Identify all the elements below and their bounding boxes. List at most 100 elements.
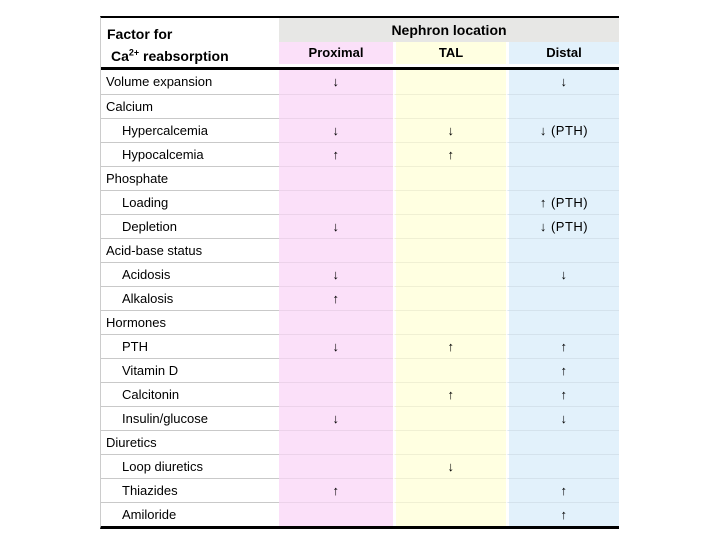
proximal-cell — [279, 382, 393, 406]
proximal-cell: ↓ — [279, 334, 393, 358]
row-label: Volume expansion — [101, 70, 279, 94]
proximal-cell — [279, 430, 393, 454]
table-row: Vitamin D ↑ — [101, 358, 619, 382]
table-row: Volume expansion ↓ ↓ — [101, 70, 619, 94]
row-label: Loading — [101, 190, 279, 214]
proximal-cell: ↑ — [279, 142, 393, 166]
factor-header-cell: Factor for Ca2+ reabsorption — [101, 18, 279, 67]
distal-cell — [506, 142, 619, 166]
factor-header-line2: Ca2+ reabsorption — [107, 45, 279, 67]
tal-cell — [393, 214, 506, 238]
table-rows: Volume expansion ↓ ↓ Calcium Hypercalcemia ↓ ↓… — [101, 70, 619, 526]
tal-cell — [393, 310, 506, 334]
distal-cell — [506, 454, 619, 478]
distal-cell: ↓ (PTH) — [506, 118, 619, 142]
proximal-cell — [279, 454, 393, 478]
distal-cell — [506, 166, 619, 190]
distal-cell — [506, 430, 619, 454]
row-label: Diuretics — [101, 430, 279, 454]
factor-reabsorption-text: reabsorption — [139, 48, 229, 64]
table-row: Amiloride ↑ — [101, 502, 619, 526]
proximal-cell — [279, 502, 393, 526]
factor-superscript: 2+ — [128, 47, 140, 58]
distal-cell: ↑ — [506, 478, 619, 502]
tal-cell — [393, 190, 506, 214]
row-label: Hypocalcemia — [101, 142, 279, 166]
tal-cell — [393, 94, 506, 118]
proximal-cell — [279, 358, 393, 382]
distal-cell: ↓ — [506, 262, 619, 286]
row-label: Acid-base status — [101, 238, 279, 262]
row-label: Vitamin D — [101, 358, 279, 382]
tal-cell — [393, 70, 506, 94]
row-label: Hypercalcemia — [101, 118, 279, 142]
tal-cell — [393, 262, 506, 286]
column-header-distal: Distal — [506, 42, 619, 64]
distal-cell — [506, 310, 619, 334]
tal-cell: ↑ — [393, 382, 506, 406]
column-header-proximal: Proximal — [279, 42, 393, 64]
row-label: Phosphate — [101, 166, 279, 190]
nephron-location-header: Nephron location — [279, 18, 619, 42]
proximal-cell: ↓ — [279, 118, 393, 142]
table-row: Calcium — [101, 94, 619, 118]
row-label: Calcium — [101, 94, 279, 118]
distal-cell: ↑ — [506, 502, 619, 526]
calcium-reabsorption-table: Factor for Ca2+ reabsorption Nephron loc… — [100, 16, 619, 529]
table-row: Loop diuretics ↓ — [101, 454, 619, 478]
tal-cell — [393, 406, 506, 430]
distal-cell — [506, 238, 619, 262]
table-row: Calcitonin ↑ ↑ — [101, 382, 619, 406]
factor-header-line1: Factor for — [107, 26, 173, 42]
table-row: Alkalosis ↑ — [101, 286, 619, 310]
row-label: Depletion — [101, 214, 279, 238]
table-header: Factor for Ca2+ reabsorption Nephron loc… — [101, 18, 619, 70]
distal-cell: ↑ — [506, 358, 619, 382]
distal-cell: ↓ (PTH) — [506, 214, 619, 238]
tal-cell — [393, 166, 506, 190]
tal-cell: ↓ — [393, 454, 506, 478]
distal-cell: ↑ — [506, 334, 619, 358]
column-header-tal: TAL — [393, 42, 506, 64]
tal-cell — [393, 478, 506, 502]
proximal-cell: ↓ — [279, 214, 393, 238]
table-row: PTH ↓ ↑ ↑ — [101, 334, 619, 358]
table-row: Hypocalcemia ↑ ↑ — [101, 142, 619, 166]
proximal-cell — [279, 166, 393, 190]
tal-cell — [393, 430, 506, 454]
distal-cell — [506, 286, 619, 310]
proximal-cell: ↓ — [279, 406, 393, 430]
tal-cell: ↑ — [393, 334, 506, 358]
tal-cell — [393, 358, 506, 382]
table-row: Depletion ↓ ↓ (PTH) — [101, 214, 619, 238]
table-row: Diuretics — [101, 430, 619, 454]
location-header-group: Nephron location Proximal TAL Distal — [279, 18, 619, 67]
row-label: Alkalosis — [101, 286, 279, 310]
proximal-cell: ↑ — [279, 478, 393, 502]
tal-cell: ↓ — [393, 118, 506, 142]
row-label: Loop diuretics — [101, 454, 279, 478]
row-label: Insulin/glucose — [101, 406, 279, 430]
proximal-cell: ↓ — [279, 262, 393, 286]
row-label: Thiazides — [101, 478, 279, 502]
distal-cell: ↓ — [506, 406, 619, 430]
row-label: Amiloride — [101, 502, 279, 526]
proximal-cell — [279, 310, 393, 334]
distal-cell: ↑ (PTH) — [506, 190, 619, 214]
row-label: Hormones — [101, 310, 279, 334]
tal-cell: ↑ — [393, 142, 506, 166]
table-row: Acid-base status — [101, 238, 619, 262]
table-row: Hypercalcemia ↓ ↓ ↓ (PTH) — [101, 118, 619, 142]
proximal-cell — [279, 238, 393, 262]
table-row: Thiazides ↑ ↑ — [101, 478, 619, 502]
proximal-cell: ↑ — [279, 286, 393, 310]
tal-cell — [393, 286, 506, 310]
proximal-cell — [279, 94, 393, 118]
distal-cell: ↓ — [506, 70, 619, 94]
tal-cell — [393, 502, 506, 526]
table-row: Acidosis ↓ ↓ — [101, 262, 619, 286]
row-label: PTH — [101, 334, 279, 358]
row-label: Calcitonin — [101, 382, 279, 406]
row-label: Acidosis — [101, 262, 279, 286]
